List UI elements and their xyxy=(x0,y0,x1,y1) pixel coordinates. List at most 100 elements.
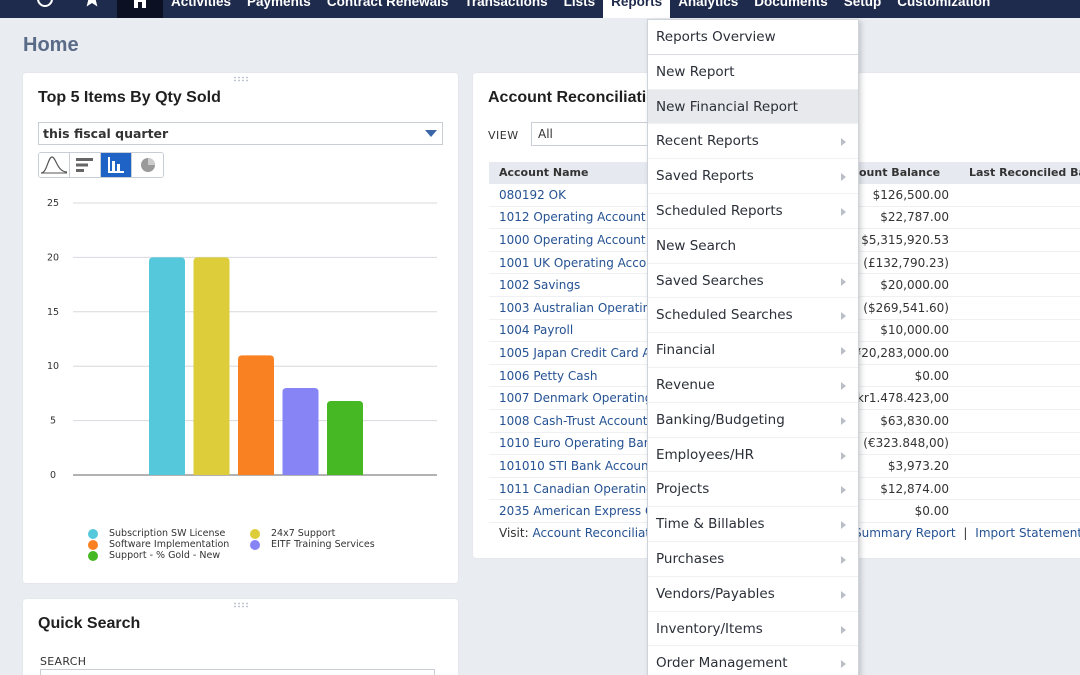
legend-item[interactable]: Subscription SW License xyxy=(88,528,250,539)
column-header[interactable]: ount Balance xyxy=(859,166,941,179)
menu-item-label: Recent Reports xyxy=(656,133,759,150)
bar-software-implementation[interactable] xyxy=(238,355,274,475)
menu-item-employees-hr[interactable]: Employees/HR xyxy=(648,438,858,473)
nav-item-setup[interactable]: Setup xyxy=(836,0,890,13)
bar-chart-button[interactable] xyxy=(70,153,101,177)
account-name-link[interactable]: 1008 Cash-Trust Account xyxy=(499,413,648,428)
view-select[interactable]: All xyxy=(531,122,651,146)
bar-eitf-training-services[interactable] xyxy=(282,387,319,475)
chevron-right-icon xyxy=(841,173,846,182)
nav-item-payments[interactable]: Payments xyxy=(239,0,319,13)
menu-item-label: Order Management xyxy=(656,655,788,672)
bar-subscription-sw-license[interactable] xyxy=(149,257,185,475)
menu-item-recent-reports[interactable]: Recent Reports xyxy=(648,124,858,160)
account-name-link[interactable]: 101010 STI Bank Account xyxy=(499,458,654,473)
recent-records-icon[interactable] xyxy=(36,0,54,17)
account-name-link[interactable]: 1011 Canadian Operating xyxy=(499,481,654,496)
menu-item-saved-reports[interactable]: Saved Reports xyxy=(648,159,858,194)
legend-item[interactable]: 24x7 Support xyxy=(250,528,390,539)
table-row: 1001 UK Operating Accou (£132,790.23) xyxy=(489,252,1080,275)
legend-item[interactable]: Software Implementation xyxy=(88,539,250,550)
legend-label: 24x7 Support xyxy=(271,528,336,539)
menu-item-label: Saved Searches xyxy=(656,272,764,289)
account-name-link[interactable]: 1006 Petty Cash xyxy=(499,368,598,383)
menu-item-new-financial-report[interactable]: New Financial Report xyxy=(648,89,858,125)
page-title: Home xyxy=(23,34,79,56)
menu-item-label: Reports Overview xyxy=(656,29,776,45)
period-select[interactable]: this fiscal quarter xyxy=(38,122,443,145)
menu-item-revenue[interactable]: Revenue xyxy=(648,368,858,403)
menu-item-banking-budgeting[interactable]: Banking/Budgeting xyxy=(648,403,858,438)
nav-item-reports[interactable]: Reports xyxy=(603,0,671,18)
account-name-link[interactable]: 1004 Payroll xyxy=(499,323,574,338)
account-name-link[interactable]: 1005 Japan Credit Card Ac xyxy=(499,345,658,360)
chevron-right-icon xyxy=(841,486,846,495)
legend-label: Software Implementation xyxy=(109,539,230,550)
account-reconciliation-link[interactable]: Account Reconciliati xyxy=(532,526,654,540)
nav-item-activities[interactable]: Activities xyxy=(163,0,239,13)
menu-item-label: New Search xyxy=(656,237,737,254)
nav-item-customization[interactable]: Customization xyxy=(889,0,998,13)
drag-handle[interactable] xyxy=(232,602,249,608)
account-balance: $20,000.00 xyxy=(880,278,949,293)
home-tab[interactable] xyxy=(117,0,163,18)
account-name-link[interactable]: 1002 Savings xyxy=(499,278,581,293)
legend-swatch xyxy=(88,539,98,550)
nav-item-label: Analytics xyxy=(678,0,739,9)
menu-item-saved-searches[interactable]: Saved Searches xyxy=(648,264,858,299)
legend-item[interactable]: Support - % Gold - New xyxy=(88,550,250,561)
favorites-icon[interactable] xyxy=(83,0,101,15)
menu-item-label: Banking/Budgeting xyxy=(656,411,785,428)
menu-item-reports-overview[interactable]: Reports Overview xyxy=(648,20,858,55)
menu-item-scheduled-searches[interactable]: Scheduled Searches xyxy=(648,298,858,334)
account-name-link[interactable]: 1003 Australian Operating xyxy=(499,300,658,315)
account-balance: (€323.848,00) xyxy=(863,436,949,451)
menu-item-purchases[interactable]: Purchases xyxy=(648,542,858,577)
column-chart-button[interactable] xyxy=(101,153,132,177)
top-items-portlet: Top 5 Items By Qty Sold this fiscal quar… xyxy=(23,73,458,583)
account-balance: (£132,790.23) xyxy=(863,255,949,270)
import-statement-link[interactable]: Import Statement xyxy=(975,526,1080,540)
line-chart-button[interactable] xyxy=(39,153,70,177)
account-name-link[interactable]: 1001 UK Operating Accou xyxy=(499,255,654,270)
nav-item-lists[interactable]: Lists xyxy=(556,0,604,13)
menu-item-label: Employees/HR xyxy=(656,446,754,463)
bar-support-gold-new[interactable] xyxy=(327,401,363,475)
legend-label: EITF Training Services xyxy=(271,539,375,550)
drag-handle[interactable] xyxy=(232,76,249,82)
menu-item-inventory-items[interactable]: Inventory/Items xyxy=(648,612,858,647)
search-input[interactable] xyxy=(40,669,435,675)
summary-report-link[interactable]: Summary Report xyxy=(854,526,956,540)
menu-item-new-search[interactable]: New Search xyxy=(648,229,858,264)
menu-item-label: Vendors/Payables xyxy=(656,585,775,602)
chart-view-toggle xyxy=(38,152,164,178)
column-header[interactable]: Account Name xyxy=(499,166,589,179)
nav-item-transactions[interactable]: Transactions xyxy=(456,0,555,13)
pie-chart-button[interactable] xyxy=(132,153,163,177)
nav-item-analytics[interactable]: Analytics xyxy=(670,0,746,13)
menu-item-vendors-payables[interactable]: Vendors/Payables xyxy=(648,577,858,612)
account-balance: $5,315,920.53 xyxy=(861,232,949,247)
menu-item-scheduled-reports[interactable]: Scheduled Reports xyxy=(648,194,858,229)
bar-24x7-support[interactable] xyxy=(193,257,230,475)
portlet-title: Top 5 Items By Qty Sold xyxy=(38,89,221,106)
nav-item-contract-renewals[interactable]: Contract Renewals xyxy=(319,0,457,13)
account-name-link[interactable]: 1010 Euro Operating Bank xyxy=(499,436,659,451)
menu-item-label: New Report xyxy=(656,63,735,80)
menu-item-time-billables[interactable]: Time & Billables xyxy=(648,507,858,542)
menu-item-projects[interactable]: Projects xyxy=(648,472,858,508)
menu-item-financial[interactable]: Financial xyxy=(648,333,858,368)
menu-item-order-management[interactable]: Order Management xyxy=(648,646,858,675)
menu-item-new-report[interactable]: New Report xyxy=(648,55,858,90)
account-name-link[interactable]: 1000 Operating Account - xyxy=(499,232,654,247)
account-name-link[interactable]: 2035 American Express Cr xyxy=(499,504,659,519)
account-name-link[interactable]: 1012 Operating Account - xyxy=(499,210,654,225)
chevron-right-icon xyxy=(841,555,846,564)
nav-item-documents[interactable]: Documents xyxy=(746,0,836,13)
legend-item[interactable]: EITF Training Services xyxy=(250,539,390,550)
report-links: Summary Report | Import Statement xyxy=(854,526,1080,540)
account-name-link[interactable]: 1007 Denmark Operating xyxy=(499,391,653,406)
column-header[interactable]: Last Reconciled Bal xyxy=(969,166,1080,179)
account-name-link[interactable]: 080192 OK xyxy=(499,187,566,202)
chevron-right-icon xyxy=(841,521,846,530)
